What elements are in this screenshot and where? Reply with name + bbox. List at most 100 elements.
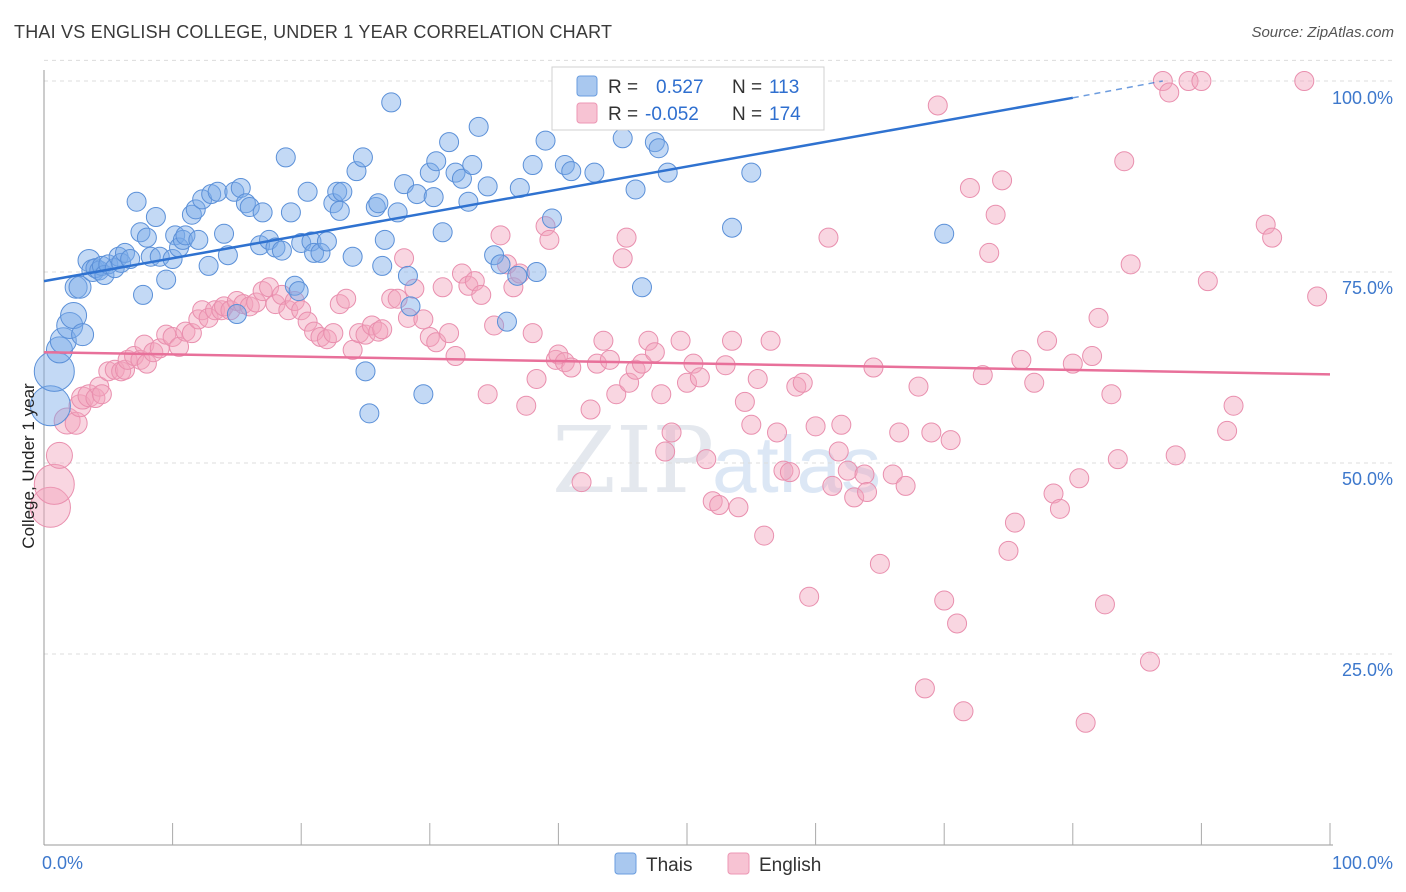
data-point [882, 464, 903, 485]
data-point [773, 460, 794, 481]
data-point [198, 255, 219, 276]
data-point [130, 222, 151, 243]
english-n-label: N = [732, 104, 762, 125]
data-point [124, 346, 145, 367]
data-point [1307, 286, 1328, 307]
data-point [837, 460, 858, 481]
data-point [361, 315, 382, 336]
data-point [181, 204, 202, 225]
data-point [143, 342, 164, 363]
data-point [940, 430, 961, 451]
data-point [934, 223, 955, 244]
y-tick-label: 50.0% [1342, 469, 1393, 489]
legend-english-label: English [759, 855, 821, 876]
data-point [477, 384, 498, 405]
data-point [1120, 254, 1141, 275]
english-r-label: R = [608, 104, 638, 125]
data-point [908, 376, 929, 397]
data-point [857, 482, 878, 503]
data-point [374, 229, 395, 250]
data-point [953, 701, 974, 722]
data-point [702, 491, 723, 512]
data-point [332, 181, 353, 202]
data-point [818, 227, 839, 248]
data-point [1159, 82, 1180, 103]
data-point [516, 395, 537, 416]
data-point [432, 277, 453, 298]
data-point [304, 242, 325, 263]
data-point [959, 177, 980, 198]
data-point [133, 284, 154, 305]
data-point [786, 376, 807, 397]
data-point [972, 365, 993, 386]
data-point [1043, 483, 1064, 504]
data-point [239, 296, 260, 317]
data-point [252, 202, 273, 223]
data-point [426, 151, 447, 172]
data-point [1049, 498, 1070, 519]
data-point [297, 181, 318, 202]
y-axis-title: College, Under 1 year [19, 383, 38, 549]
data-point [1197, 271, 1218, 292]
data-point [1223, 395, 1244, 416]
data-point [214, 296, 235, 317]
data-point [648, 138, 669, 159]
data-point [68, 275, 92, 299]
data-point [754, 525, 775, 546]
data-point [1107, 449, 1128, 470]
data-point [381, 288, 402, 309]
data-point [1024, 372, 1045, 393]
data-point [404, 278, 425, 299]
data-point [89, 376, 110, 397]
data-point [670, 330, 691, 351]
data-point [927, 95, 948, 116]
trendlines [43, 80, 1331, 376]
legend-thais-label: Thais [646, 855, 692, 876]
watermark: ZIP atlas [552, 407, 881, 514]
data-point [372, 255, 393, 276]
data-point [1094, 594, 1115, 615]
data-point [612, 248, 633, 269]
data-point [413, 384, 434, 405]
data-point [822, 475, 843, 496]
data-point [439, 132, 460, 153]
data-point [413, 309, 434, 330]
data-point [85, 388, 106, 409]
data-point [677, 372, 697, 393]
data-point [29, 486, 71, 528]
data-point [214, 223, 235, 244]
data-point [625, 359, 646, 380]
data-point [689, 367, 710, 388]
data-point [844, 487, 865, 508]
english-n-value: 174 [769, 104, 801, 125]
data-point [368, 193, 389, 214]
data-point [792, 372, 813, 393]
data-point [1101, 384, 1122, 405]
data-point [471, 284, 492, 305]
data-point [284, 275, 305, 296]
data-point [387, 288, 408, 309]
data-point [136, 227, 157, 248]
data-point [651, 384, 672, 405]
data-point [1294, 71, 1315, 91]
data-point [722, 330, 743, 351]
data-point [1062, 353, 1083, 374]
source-label: Source: ZipAtlas.com [1251, 24, 1394, 41]
data-point [372, 319, 393, 340]
data-point [329, 294, 350, 315]
chart-title: THAI VS ENGLISH COLLEGE, UNDER 1 YEAR CO… [14, 22, 613, 42]
data-point [1037, 330, 1058, 351]
data-point [889, 422, 910, 443]
data-point [644, 342, 665, 363]
data-point [310, 242, 331, 263]
data-point [239, 197, 260, 218]
data-point [509, 263, 530, 284]
data-point [526, 368, 547, 389]
data-point [728, 497, 749, 518]
data-point [522, 323, 543, 344]
data-point [207, 181, 228, 202]
data-point [336, 288, 357, 309]
data-point [741, 162, 762, 183]
thais-swatch [576, 75, 598, 97]
data-point [1139, 651, 1160, 672]
